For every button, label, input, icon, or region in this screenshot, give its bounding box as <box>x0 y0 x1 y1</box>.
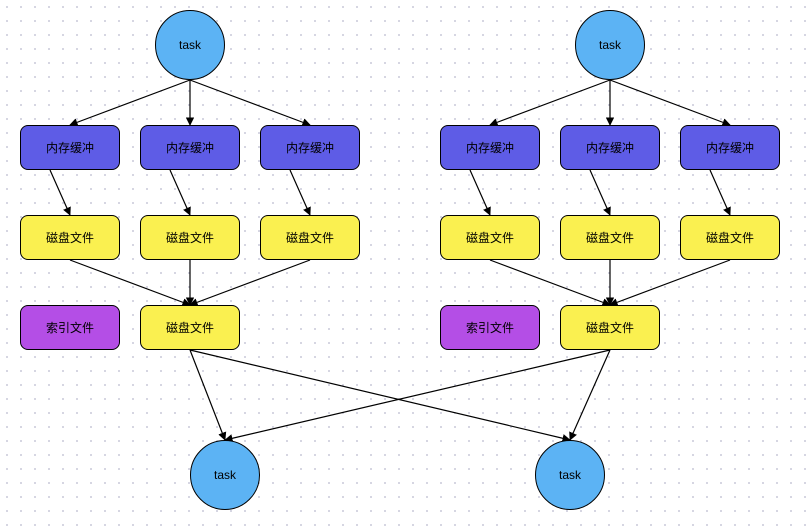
node-label: 内存缓冲 <box>166 139 214 156</box>
node-d1c: 磁盘文件 <box>260 215 360 260</box>
node-d2a: 磁盘文件 <box>440 215 540 260</box>
node-m2a: 内存缓冲 <box>440 125 540 170</box>
node-m1c: 内存缓冲 <box>260 125 360 170</box>
edge-t1-m1a <box>70 80 190 125</box>
node-label: 磁盘文件 <box>286 229 334 246</box>
node-label: 磁盘文件 <box>586 319 634 336</box>
node-label: task <box>179 38 201 52</box>
node-label: task <box>599 38 621 52</box>
node-label: 索引文件 <box>46 319 94 336</box>
node-label: task <box>214 468 236 482</box>
node-label: 磁盘文件 <box>466 229 514 246</box>
node-label: 磁盘文件 <box>46 229 94 246</box>
node-label: 内存缓冲 <box>286 139 334 156</box>
node-d1m: 磁盘文件 <box>140 305 240 350</box>
node-label: 磁盘文件 <box>166 319 214 336</box>
edge-d1a-d1m <box>70 260 190 305</box>
node-m1a: 内存缓冲 <box>20 125 120 170</box>
node-label: 索引文件 <box>466 319 514 336</box>
node-i1: 索引文件 <box>20 305 120 350</box>
node-label: 内存缓冲 <box>46 139 94 156</box>
node-t2: task <box>575 10 645 80</box>
edge-d2a-d2m <box>490 260 610 305</box>
edge-t1-m1c <box>190 80 310 125</box>
node-t3: task <box>190 440 260 510</box>
edge-d1c-d1m <box>190 260 310 305</box>
edge-t2-m2c <box>610 80 730 125</box>
edge-d1m-t4 <box>190 350 570 440</box>
node-m2b: 内存缓冲 <box>560 125 660 170</box>
node-label: 磁盘文件 <box>166 229 214 246</box>
node-m1b: 内存缓冲 <box>140 125 240 170</box>
node-d1b: 磁盘文件 <box>140 215 240 260</box>
node-label: 磁盘文件 <box>706 229 754 246</box>
node-d2c: 磁盘文件 <box>680 215 780 260</box>
node-m2c: 内存缓冲 <box>680 125 780 170</box>
edge-d2m-t4 <box>570 350 610 440</box>
node-d2b: 磁盘文件 <box>560 215 660 260</box>
node-t4: task <box>535 440 605 510</box>
edge-m2a-d2a <box>470 170 490 215</box>
edge-d2m-t3 <box>225 350 610 440</box>
diagram-canvas: task内存缓冲内存缓冲内存缓冲磁盘文件磁盘文件磁盘文件索引文件磁盘文件task… <box>0 0 811 531</box>
edges-layer <box>0 0 811 531</box>
edge-m2b-d2b <box>590 170 610 215</box>
node-label: task <box>559 468 581 482</box>
edge-m1c-d1c <box>290 170 310 215</box>
node-label: 内存缓冲 <box>706 139 754 156</box>
node-label: 内存缓冲 <box>586 139 634 156</box>
edge-d1m-t3 <box>190 350 225 440</box>
edge-m1b-d1b <box>170 170 190 215</box>
node-t1: task <box>155 10 225 80</box>
node-d2m: 磁盘文件 <box>560 305 660 350</box>
node-label: 磁盘文件 <box>586 229 634 246</box>
node-d1a: 磁盘文件 <box>20 215 120 260</box>
edge-m1a-d1a <box>50 170 70 215</box>
node-i2: 索引文件 <box>440 305 540 350</box>
edge-t2-m2a <box>490 80 610 125</box>
node-label: 内存缓冲 <box>466 139 514 156</box>
edge-d2c-d2m <box>610 260 730 305</box>
edge-m2c-d2c <box>710 170 730 215</box>
